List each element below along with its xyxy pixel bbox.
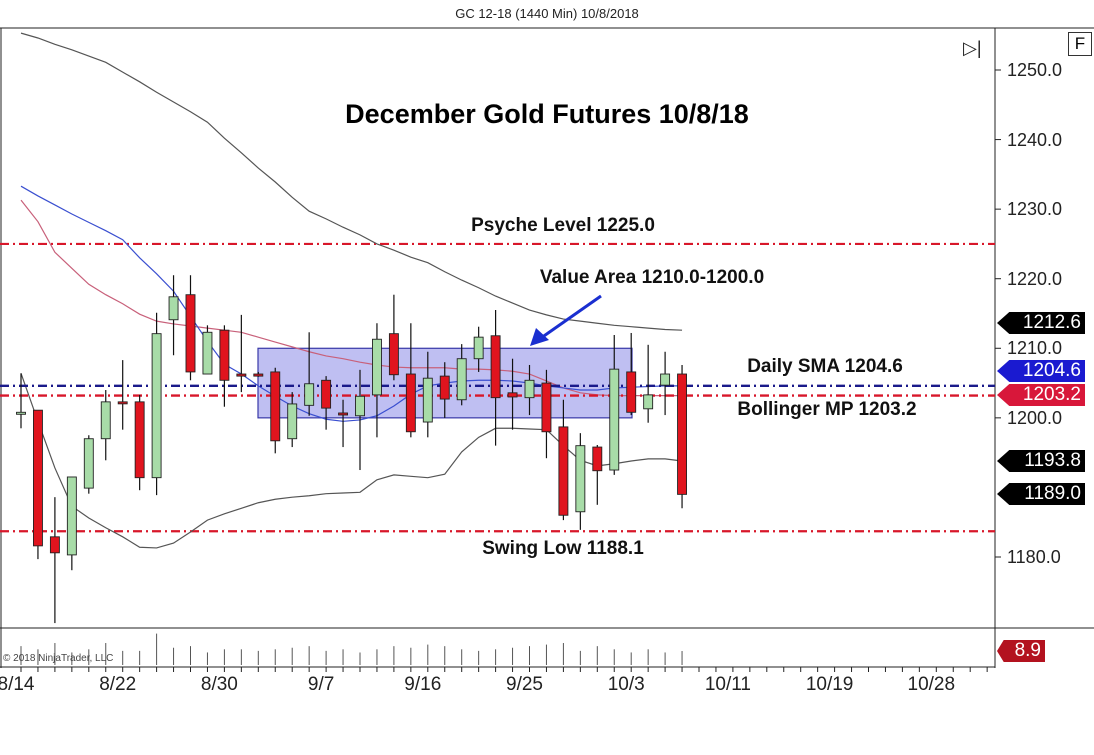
f-button[interactable]: F (1068, 32, 1092, 56)
candle-body (83, 438, 94, 489)
candle-body (253, 373, 264, 377)
x-tick-label: 8/22 (99, 674, 137, 695)
candle-body (388, 333, 399, 376)
candle-body (151, 333, 162, 479)
x-tick-label: 9/25 (506, 674, 543, 695)
candle-body (355, 395, 365, 417)
bollinger-upper-band (20, 32, 683, 331)
candle-body (117, 401, 128, 405)
candle-body (490, 335, 501, 399)
x-tick-label: 8/14 (0, 674, 35, 695)
candle-body (609, 368, 620, 471)
copyright-text: © 2018 NinjaTrader, LLC (3, 653, 114, 664)
x-tick-label: 9/7 (307, 674, 335, 695)
plot-area (0, 32, 995, 624)
x-tick-label: 9/16 (404, 674, 442, 695)
candle-body (507, 392, 518, 398)
price-tag: 1203.2 (997, 384, 1085, 406)
candle-body (677, 373, 687, 495)
y-tick-label: 1220.0 (1007, 268, 1063, 289)
candle-body (660, 373, 671, 386)
candle-body (270, 371, 281, 442)
candle-body (168, 296, 179, 321)
y-tick-label: 1250.0 (1007, 60, 1063, 80)
swing-low-label: Swing Low 1188.1 (482, 538, 644, 559)
candle-body (338, 412, 348, 416)
y-tick-label: 1200.0 (1007, 407, 1063, 428)
chart-title: December Gold Futures 10/8/18 (345, 99, 749, 129)
candle-body (575, 445, 586, 513)
bollinger-mid-curve (20, 199, 683, 397)
value-area-arrow-shaft (540, 294, 602, 340)
candle-body (304, 383, 315, 406)
psyche-level-label: Psyche Level 1225.0 (471, 215, 655, 236)
candle-body (422, 377, 433, 423)
daily-sma-label: Daily SMA 1204.6 (747, 356, 903, 377)
candle-body (219, 329, 230, 381)
y-tick-label: 1210.0 (1007, 338, 1063, 359)
candle-body (643, 394, 654, 410)
candle-body (287, 403, 298, 440)
price-tag: 1189.0 (997, 483, 1085, 505)
candle-body (439, 375, 450, 400)
candle-body (236, 373, 247, 377)
candle-body (185, 294, 196, 373)
candle-body (405, 373, 416, 433)
candle-body (33, 409, 43, 547)
x-tick-label: 10/3 (607, 674, 645, 695)
price-tag: 1204.6 (997, 360, 1085, 382)
candle-body (473, 336, 484, 360)
candle-body (592, 446, 603, 472)
y-tick-label: 1240.0 (1007, 129, 1063, 150)
price-tag: 1212.6 (997, 312, 1085, 334)
candle-body (626, 371, 637, 413)
price-tag: 1193.8 (997, 450, 1085, 472)
bollinger-mp-label: Bollinger MP 1203.2 (737, 399, 917, 420)
x-tick-label: 10/19 (805, 674, 854, 695)
candle-body (49, 536, 60, 554)
candle-body (372, 338, 382, 396)
bollinger-lower-band (20, 373, 683, 549)
volume-tag: 8.9 (997, 640, 1045, 662)
x-tick-label: 8/30 (200, 674, 238, 695)
x-tick-label: 10/11 (704, 674, 751, 695)
candle-body (100, 401, 111, 440)
candle-body (134, 401, 145, 479)
candle-body (321, 379, 332, 409)
candle-body (456, 358, 467, 401)
y-tick-label: 1180.0 (1007, 546, 1061, 567)
y-tick-label: 1230.0 (1007, 199, 1063, 220)
value-area-arrow-head (530, 328, 549, 346)
chart-window-title: GC 12-18 (1440 Min) 10/8/2018 (455, 6, 639, 21)
candle-body (66, 476, 77, 556)
value-area-label: Value Area 1210.0-1200.0 (539, 267, 765, 288)
candle-body (524, 379, 535, 399)
x-tick-label: 10/28 (907, 674, 956, 695)
candle-body (16, 411, 26, 415)
candle-body (541, 382, 552, 433)
sma-curve (20, 185, 683, 422)
skip-to-end-icon[interactable]: ▷| (963, 38, 982, 58)
candle-body (202, 331, 213, 375)
candle-body (558, 426, 569, 516)
